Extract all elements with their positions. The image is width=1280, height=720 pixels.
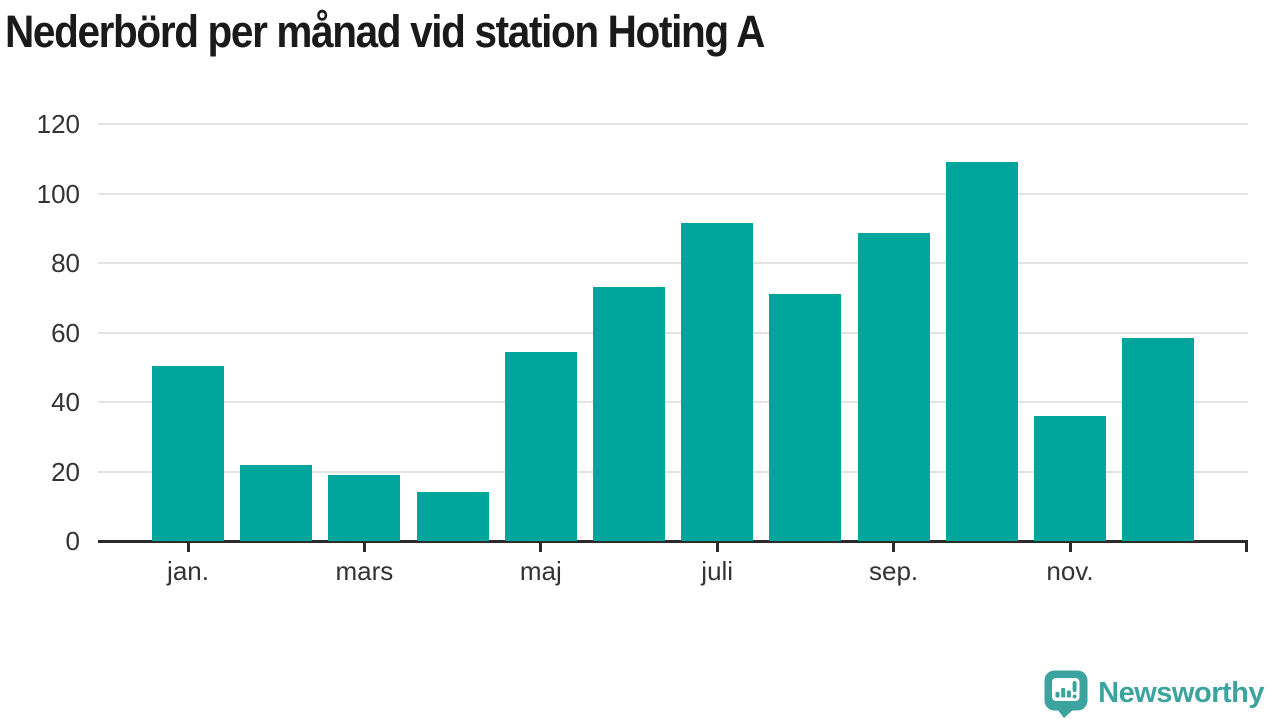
bar-sep.	[857, 233, 930, 541]
y-gridline	[98, 123, 1248, 125]
y-gridline	[98, 401, 1248, 403]
bar-nov.	[1034, 415, 1106, 541]
x-axis-tick	[186, 542, 190, 552]
bar-mars	[328, 474, 401, 541]
x-axis-tick	[1068, 542, 1072, 552]
brand-logo[interactable]: Newsworthy	[1043, 669, 1264, 718]
x-tick-label: nov.	[1046, 556, 1094, 586]
y-tick-label: 100	[36, 178, 80, 209]
bar-jan.	[152, 365, 224, 541]
x-tick-label: maj	[519, 556, 562, 586]
bar-apr.	[416, 492, 489, 541]
bar-aug.	[769, 294, 842, 541]
bar-juni	[593, 287, 665, 541]
y-gridline	[98, 192, 1248, 195]
y-tick-label: 80	[51, 248, 80, 278]
bar-chart-plot-area: 0 20 40 60 80 100 120 jan. mars maj juli sep. nov.	[0, 111, 1280, 586]
y-tick-label: 40	[51, 387, 80, 417]
y-tick-label: 120	[36, 109, 80, 139]
y-tick-label: 0	[65, 526, 80, 556]
y-gridline	[98, 262, 1248, 264]
bar-dec.	[1122, 337, 1195, 541]
y-gridline	[98, 331, 1248, 334]
x-tick-label: juli	[701, 556, 734, 586]
x-tick-label: sep.	[869, 556, 919, 586]
y-gridline	[98, 470, 1248, 473]
y-tick-label: 20	[51, 456, 80, 487]
brand-name: Newsworthy	[1098, 677, 1264, 709]
x-axis-tick	[539, 542, 543, 552]
x-axis-end-tick	[1245, 542, 1248, 552]
chart-title: Nederbörd per månad vid station Hoting A	[5, 6, 765, 57]
x-tick-label: mars	[335, 556, 394, 586]
x-tick-label: jan.	[167, 556, 209, 586]
x-axis-tick	[892, 542, 896, 552]
x-axis-tick	[715, 542, 719, 552]
bar-maj	[504, 351, 577, 541]
y-tick-label: 60	[51, 317, 80, 348]
x-axis-tick	[362, 542, 366, 552]
bar-feb.	[240, 464, 313, 541]
newsworthy-speech-bubble-bar-chart-icon	[1043, 669, 1089, 718]
x-axis-baseline	[98, 540, 1248, 543]
bar-okt.	[945, 162, 1018, 541]
bar-juli	[681, 223, 754, 541]
